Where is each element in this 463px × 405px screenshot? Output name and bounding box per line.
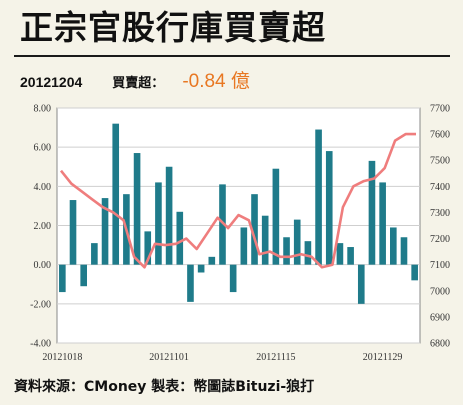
combo-chart: -4.00 -2.00 0.00 2.00 4.00 6.00 8.00 6800 6900 7… [30,104,450,364]
report-date: 20121204 [20,74,83,90]
right-tick-label: 7000 [430,286,450,297]
page-title: 正宗官股行庫買賣超 [20,8,326,47]
left-tick-label: 2.00 [34,221,52,232]
bar [219,184,226,265]
left-tick-label: 0.00 [34,260,52,271]
bar [379,182,386,265]
right-axis: 6800 6900 7000 7100 7200 7300 7400 7500 7600 7700 [430,104,450,350]
bar [251,194,258,265]
bar [59,264,66,293]
bar [144,231,152,265]
title-divider [14,55,450,57]
right-tick-label: 7700 [430,104,450,115]
bar [336,243,344,265]
bar [315,129,322,265]
bar [133,153,141,265]
bar [187,264,194,302]
x-tick-label: 20121115 [256,352,295,363]
bar [400,237,408,265]
bar [80,264,88,287]
bar [261,215,269,265]
bar [347,247,354,265]
left-axis: -4.00 -2.00 0.00 2.00 4.00 6.00 8.00 [30,104,51,350]
bar [91,243,98,265]
bar [165,166,173,265]
x-tick-label: 20121101 [149,352,189,363]
bar [197,264,205,273]
bar [293,219,301,265]
bar [155,182,162,265]
bar [304,241,312,265]
bar [357,264,365,304]
index-line [59,132,416,269]
left-tick-label: -4.00 [30,339,51,350]
right-tick-label: 7600 [430,130,450,141]
bar [208,256,216,265]
left-tick-label: -2.00 [30,299,51,310]
bar [272,168,280,265]
bar [69,200,77,265]
bar [368,160,376,265]
right-tick-label: 6800 [430,339,450,350]
x-tick-label: 20121129 [363,352,403,363]
bar [112,123,120,265]
bar [229,264,237,293]
net-label: 買賣超： [112,76,165,91]
right-tick-label: 7300 [430,208,450,219]
source-note: 資料來源：CMoney 製表：幣圖誌Bituzi-狼打 [14,379,315,395]
bar [283,237,290,265]
summary-row: 20121204 買賣超： -0.84 億 [20,66,250,92]
right-tick-label: 7500 [430,156,450,167]
bar [101,198,109,265]
right-tick-label: 6900 [430,312,450,323]
net-value: -0.84 億 [182,71,250,92]
left-tick-label: 4.00 [34,182,52,193]
bar [411,264,418,281]
x-axis: 20121018 20121101 20121115 20121129 [42,352,402,363]
left-tick-label: 8.00 [34,104,52,115]
right-tick-label: 7100 [430,260,450,271]
line-series [59,132,416,269]
bar [325,151,333,265]
bar [240,227,248,265]
right-tick-label: 7400 [430,182,450,193]
x-tick-label: 20121018 [42,352,82,363]
bar [389,227,397,265]
left-tick-label: 6.00 [34,143,52,154]
bar [176,211,184,265]
right-tick-label: 7200 [430,234,450,245]
